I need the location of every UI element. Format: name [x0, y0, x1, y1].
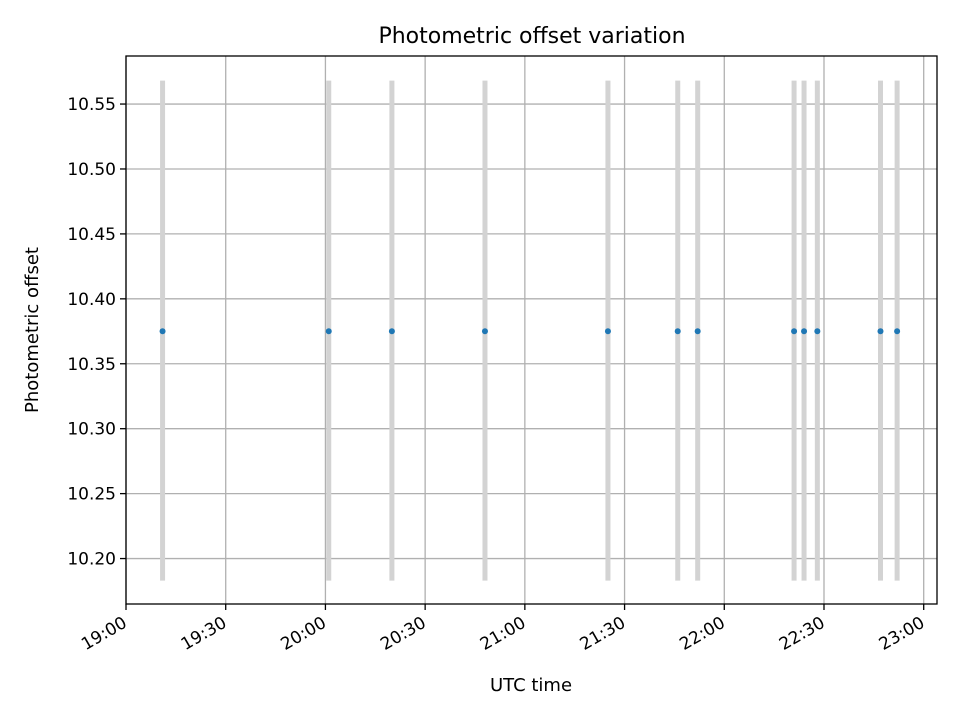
- y-tick-label: 10.30: [67, 420, 116, 440]
- y-tick-label: 10.25: [67, 485, 116, 505]
- data-point: [694, 328, 701, 335]
- data-point: [814, 328, 821, 335]
- data-point: [894, 328, 901, 335]
- y-axis-label: Photometric offset: [22, 247, 43, 413]
- data-points: [159, 328, 901, 335]
- y-axis-ticks: 10.20 10.25 10.30 10.35 10.40 10.45 10.50 10.55: [67, 95, 126, 570]
- y-tick-label: 10.20: [67, 550, 116, 570]
- chart-title: Photometric offset variation: [378, 24, 685, 49]
- data-point: [791, 328, 798, 335]
- y-tick-label: 10.40: [67, 290, 116, 310]
- plot-area: [125, 55, 938, 605]
- data-point: [674, 328, 681, 335]
- data-point: [325, 328, 332, 335]
- data-point: [801, 328, 808, 335]
- data-point: [481, 328, 488, 335]
- y-tick-label: 10.35: [67, 355, 116, 375]
- data-point: [159, 328, 166, 335]
- y-tick-label: 10.55: [67, 95, 116, 115]
- y-tick-label: 10.45: [67, 225, 116, 245]
- x-axis-label: UTC time: [490, 675, 572, 696]
- data-point: [388, 328, 395, 335]
- data-point: [877, 328, 884, 335]
- y-tick-label: 10.50: [67, 160, 116, 180]
- data-point: [604, 328, 611, 335]
